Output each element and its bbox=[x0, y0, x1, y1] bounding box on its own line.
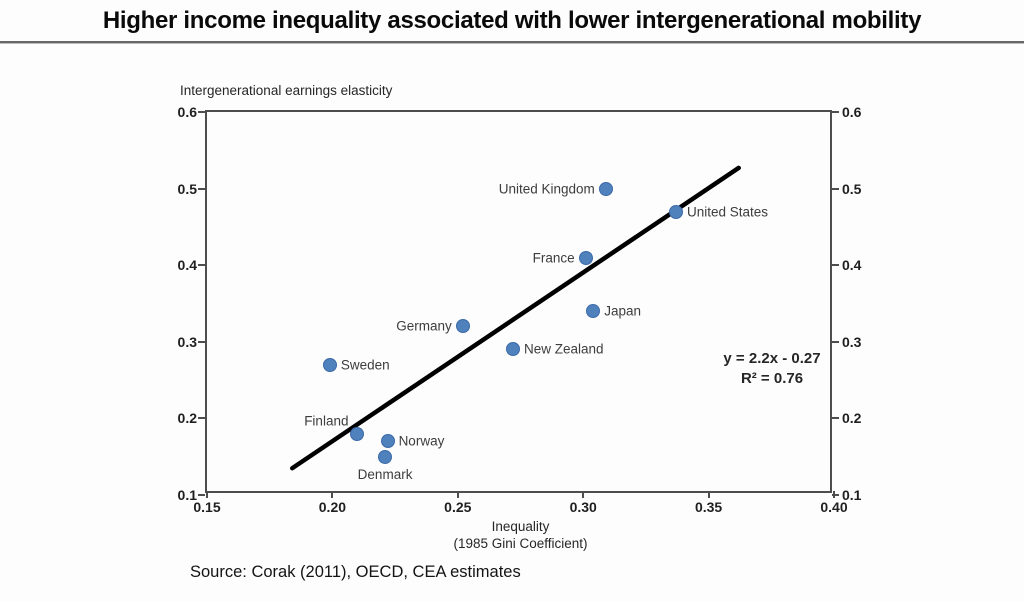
x-tick-mark bbox=[456, 491, 459, 498]
y-tick-label-right: 0.4 bbox=[842, 257, 862, 274]
y-tick-label-left: 0.1 bbox=[177, 487, 197, 503]
data-point-label: United Kingdom bbox=[498, 181, 595, 197]
y-tick-label-right: 0.1 bbox=[842, 487, 862, 503]
data-point bbox=[668, 204, 683, 219]
data-point bbox=[350, 426, 365, 441]
data-point bbox=[505, 342, 520, 357]
y-axis-title: Intergenerational earnings elasticity bbox=[180, 83, 393, 98]
data-point bbox=[586, 304, 601, 319]
trendline-annotation: y = 2.2x - 0.27 R² = 0.76 bbox=[672, 349, 872, 389]
y-tick-mark-right bbox=[832, 417, 839, 420]
y-tick-mark-right bbox=[832, 187, 839, 190]
x-tick-label: 0.30 bbox=[569, 499, 597, 515]
data-point bbox=[455, 319, 470, 334]
data-point-label: Norway bbox=[398, 433, 445, 449]
data-point bbox=[322, 357, 337, 372]
trendline-equation: y = 2.2x - 0.27 bbox=[723, 350, 821, 367]
x-tick-mark bbox=[206, 491, 208, 498]
x-tick-label: 0.25 bbox=[444, 499, 472, 515]
x-axis-title: Inequality (1985 Gini Coefficient) bbox=[207, 518, 834, 552]
y-tick-mark-left bbox=[198, 494, 205, 496]
x-axis-title-line1: Inequality bbox=[491, 519, 550, 534]
y-tick-mark-left bbox=[198, 264, 205, 267]
y-tick-mark-left bbox=[198, 187, 205, 190]
x-tick-label: 0.15 bbox=[193, 499, 221, 515]
data-point bbox=[378, 449, 393, 464]
data-point-label: United States bbox=[686, 204, 769, 220]
x-tick-mark bbox=[833, 491, 835, 498]
chart-title: Higher income inequality associated with… bbox=[102, 7, 922, 34]
y-tick-label-left: 0.6 bbox=[177, 104, 197, 120]
x-tick-label: 0.20 bbox=[318, 499, 347, 515]
y-tick-label-left: 0.3 bbox=[177, 333, 197, 350]
trendline-r-squared: R² = 0.76 bbox=[740, 370, 804, 387]
data-point-label: Japan bbox=[604, 303, 642, 319]
data-point bbox=[578, 250, 593, 265]
data-point bbox=[380, 434, 395, 449]
y-tick-mark-right bbox=[832, 340, 839, 343]
x-tick-mark bbox=[582, 491, 585, 498]
y-tick-label-right: 0.6 bbox=[842, 104, 862, 120]
data-point-label: Sweden bbox=[340, 357, 390, 373]
data-point-label: New Zealand bbox=[523, 341, 604, 357]
x-tick-mark bbox=[707, 491, 710, 498]
x-axis-title-line2: (1985 Gini Coefficient) bbox=[453, 536, 588, 551]
x-tick-mark bbox=[331, 491, 334, 498]
source-note: Source: Corak (2011), OECD, CEA estimate… bbox=[190, 563, 521, 581]
y-tick-label-left: 0.5 bbox=[177, 180, 197, 197]
y-tick-mark-right bbox=[832, 264, 839, 267]
y-tick-label-right: 0.5 bbox=[842, 180, 862, 197]
y-tick-mark-left bbox=[198, 111, 205, 113]
y-tick-label-left: 0.2 bbox=[177, 410, 197, 427]
y-tick-mark-right bbox=[832, 494, 839, 496]
data-point-label: France bbox=[532, 250, 575, 266]
x-tick-label: 0.35 bbox=[694, 499, 723, 515]
x-tick-label: 0.40 bbox=[820, 499, 848, 515]
y-tick-mark-left bbox=[198, 417, 205, 420]
y-tick-label-right: 0.3 bbox=[842, 333, 862, 350]
data-point-label: Denmark bbox=[357, 466, 413, 482]
data-point-label: Finland bbox=[304, 413, 349, 429]
y-tick-label-left: 0.4 bbox=[177, 257, 197, 274]
trend-line bbox=[290, 165, 741, 471]
title-divider bbox=[0, 41, 1024, 44]
y-tick-label-right: 0.2 bbox=[842, 410, 862, 427]
data-point-label: Germany bbox=[396, 318, 452, 334]
y-tick-mark-left bbox=[198, 340, 205, 343]
y-tick-mark-right bbox=[832, 111, 839, 113]
data-point bbox=[598, 181, 613, 196]
plot-area: y = 2.2x - 0.27 R² = 0.76 Inequality (19… bbox=[178, 104, 862, 551]
